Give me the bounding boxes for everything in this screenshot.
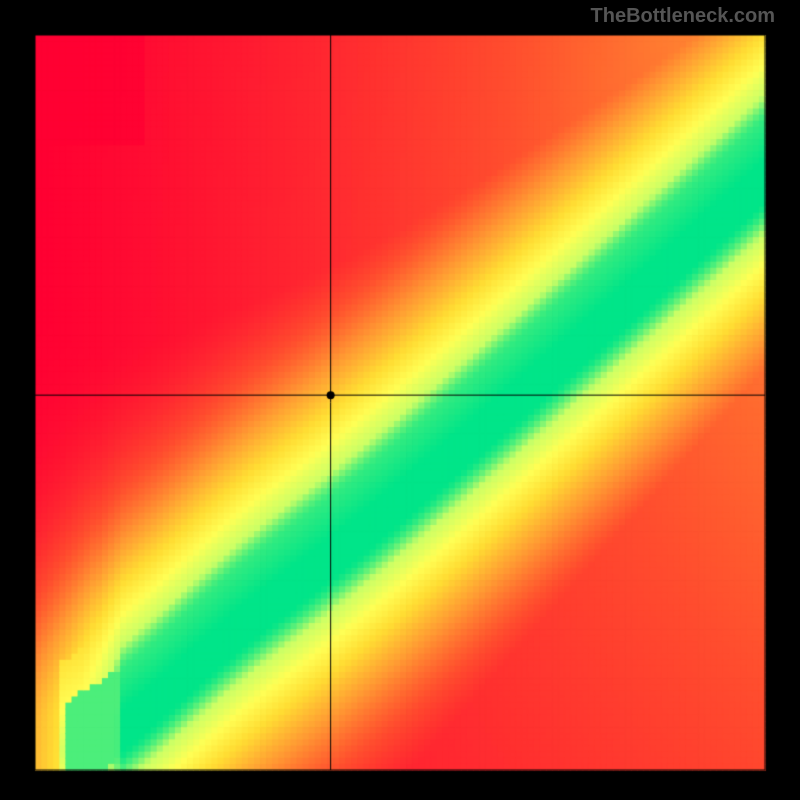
heatmap-canvas xyxy=(0,0,800,800)
watermark-text: TheBottleneck.com xyxy=(591,5,775,28)
chart-container: TheBottleneck.com xyxy=(0,0,800,800)
